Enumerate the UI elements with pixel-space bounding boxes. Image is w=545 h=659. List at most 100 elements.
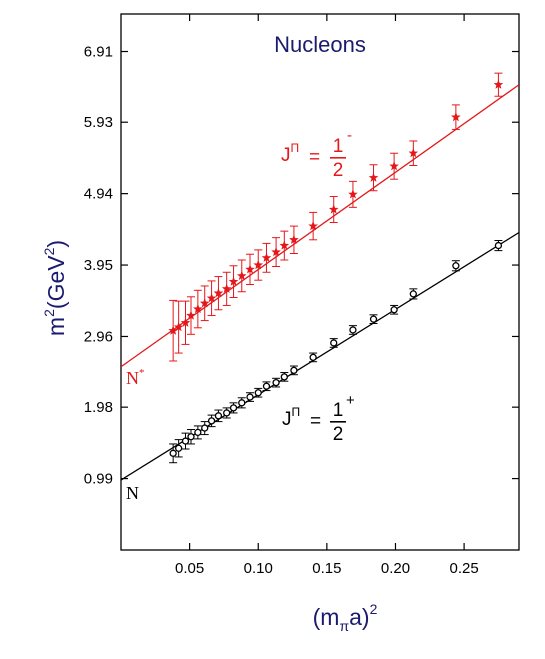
data-point-n — [169, 443, 178, 464]
point-marker — [186, 310, 196, 320]
point-marker — [221, 283, 232, 293]
data-point-n — [280, 372, 289, 382]
point-marker — [180, 317, 191, 327]
jpi-neg-j-sup: Π — [291, 141, 300, 155]
data-point-n — [309, 352, 318, 363]
x-axis-label-sup: 2 — [370, 601, 378, 617]
jpi-pos-j: JΠ — [282, 405, 300, 430]
point-marker — [193, 304, 203, 314]
x-tick-label: 0.05 — [175, 560, 204, 577]
point-marker — [494, 241, 503, 250]
data-point-n — [390, 304, 399, 315]
point-marker — [271, 247, 281, 257]
point-marker — [229, 404, 238, 412]
x-axis-label: (mπa)2 — [313, 601, 378, 634]
jpi-neg-j-main: J — [281, 145, 291, 166]
x-tick-label: 0.10 — [244, 560, 273, 577]
point-marker — [228, 276, 239, 286]
x-axis-label-main: (m — [313, 604, 340, 630]
point-marker — [214, 412, 223, 420]
point-marker — [169, 449, 177, 457]
data-point-n — [237, 397, 246, 409]
x-tick-label: 0.25 — [450, 560, 479, 577]
point-marker — [246, 393, 254, 401]
data-point-nstar — [180, 300, 191, 345]
series-label-nstar-main: N — [126, 368, 139, 388]
series-label-n: N — [126, 483, 139, 503]
jpi-pos-num: 1 — [333, 400, 344, 421]
data-point-nstar — [271, 237, 281, 267]
series-label-nstar: N* — [126, 367, 145, 388]
jpi-pos-den: 2 — [333, 424, 344, 445]
data-point-nstar — [493, 72, 504, 97]
point-marker — [408, 148, 419, 158]
point-marker — [279, 240, 290, 250]
data-point-nstar — [186, 296, 196, 335]
y-tick-label: 2.96 — [84, 328, 113, 345]
point-marker — [349, 326, 357, 334]
point-marker — [181, 437, 190, 445]
point-marker — [199, 298, 210, 308]
point-marker — [390, 306, 398, 314]
point-marker — [308, 221, 318, 231]
y-tick-label: 5.93 — [84, 114, 113, 131]
point-marker — [174, 444, 183, 452]
y-tick-label: 3.95 — [84, 257, 113, 274]
data-point-nstar — [245, 253, 255, 286]
y-tick-label: 1.98 — [84, 399, 113, 416]
x-axis-label-tail: a) — [349, 604, 369, 630]
point-marker — [328, 204, 339, 214]
data-point-n — [494, 240, 503, 252]
point-marker — [238, 399, 246, 407]
ticks-layer: 0.05 0.10 0.15 0.20 0.25 0.99 1.98 2.96 3.95 4.94… — [84, 14, 519, 577]
jpi-neg-parity: - — [347, 127, 352, 144]
point-marker — [245, 264, 255, 274]
point-marker — [493, 79, 504, 89]
jpi-pos-j-main: J — [282, 409, 292, 430]
data-point-n — [262, 381, 271, 392]
data-point-nstar — [328, 196, 339, 223]
point-marker — [451, 112, 461, 122]
point-marker — [236, 270, 247, 280]
data-point-nstar — [221, 271, 232, 306]
data-point-nstar — [368, 164, 379, 192]
x-tick-label: 0.15 — [312, 560, 341, 577]
data-point-nstar — [289, 225, 299, 255]
y-axis-label-end: ) — [43, 240, 69, 248]
data-point-nstar — [228, 265, 239, 299]
jpi-pos-eq: = — [310, 411, 321, 432]
series-label-nstar-sup: * — [139, 367, 145, 379]
point-marker — [223, 409, 231, 417]
x-tick-label: 0.20 — [381, 560, 410, 577]
fit-line-n — [121, 231, 519, 481]
point-marker — [261, 252, 272, 262]
point-marker — [262, 382, 271, 390]
series-nstar — [168, 72, 504, 362]
point-marker — [272, 378, 280, 387]
jpi-pos-j-sup: Π — [292, 405, 301, 419]
y-axis-label-sup: 2 — [41, 309, 57, 317]
data-point-n — [207, 414, 216, 428]
data-point-n — [229, 402, 238, 414]
point-marker — [309, 353, 317, 362]
point-marker — [389, 161, 399, 171]
data-point-nstar — [253, 249, 264, 281]
jpi-neg-fraction-bar — [330, 157, 346, 159]
data-point-nstar — [348, 180, 358, 208]
y-tick-label: 6.91 — [84, 44, 113, 61]
data-point-nstar — [389, 152, 399, 180]
data-point-nstar — [279, 230, 290, 261]
y-axis-label-main: m — [43, 317, 69, 336]
data-point-nstar — [213, 276, 224, 311]
data-point-n — [348, 325, 357, 335]
data-point-n — [409, 288, 418, 300]
jpi-neg-num: 1 — [333, 136, 344, 157]
data-point-n — [369, 314, 378, 324]
chart-title: Nucleons — [274, 32, 366, 57]
point-marker — [289, 234, 299, 244]
data-point-n — [193, 425, 202, 440]
data-point-n — [329, 338, 338, 348]
data-point-nstar — [308, 211, 318, 241]
data-point-n — [174, 439, 183, 458]
